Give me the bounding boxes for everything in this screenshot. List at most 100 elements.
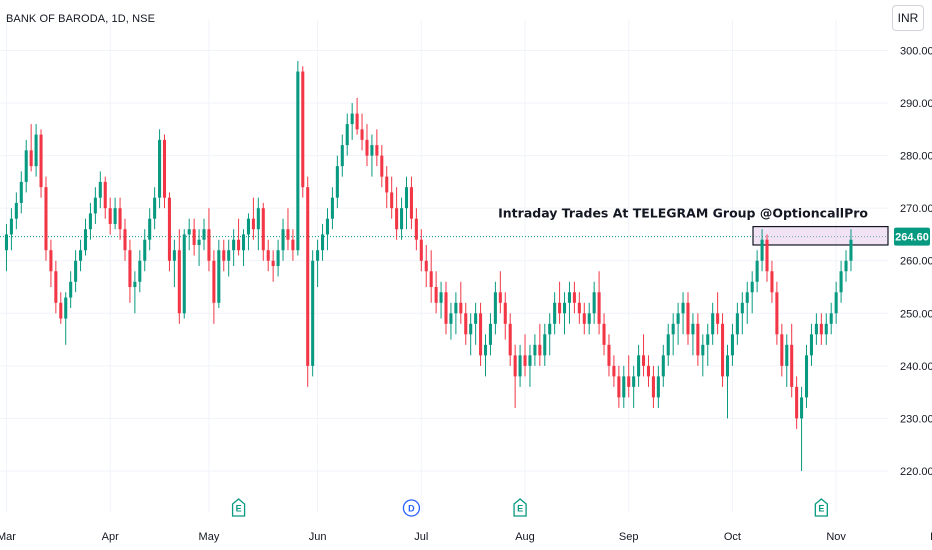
candle-body: [592, 292, 596, 314]
candle-body: [770, 271, 774, 293]
candle-body: [735, 313, 739, 335]
candle-body: [750, 281, 754, 293]
candle: [661, 344, 665, 387]
candle: [360, 113, 364, 151]
candle-body: [256, 208, 260, 230]
candle: [637, 344, 641, 387]
candle: [666, 323, 670, 366]
candle: [750, 271, 754, 314]
candle: [809, 323, 813, 366]
candle: [582, 302, 586, 335]
candle: [528, 344, 532, 387]
x-tick-label: May: [199, 531, 220, 543]
earnings-event-icon[interactable]: E: [231, 498, 246, 517]
candle: [424, 244, 428, 288]
candle-body: [118, 208, 122, 230]
event-symbol: E: [236, 504, 242, 514]
candle-body: [39, 134, 43, 188]
dividend-event-icon[interactable]: D: [402, 499, 421, 517]
candle: [790, 323, 794, 398]
candle: [419, 229, 423, 272]
y-tick-label: 270.00: [900, 203, 932, 215]
candle: [775, 281, 779, 345]
candle-body: [143, 239, 147, 261]
x-tick-label: Jun: [309, 531, 327, 543]
candle: [24, 139, 28, 193]
candle-body: [518, 355, 522, 377]
currency-button[interactable]: INR: [892, 5, 924, 31]
candle-body: [29, 150, 33, 167]
candle: [819, 313, 823, 345]
event-symbol: D: [408, 504, 415, 514]
candle: [88, 202, 92, 240]
candle: [19, 171, 23, 214]
candle: [553, 292, 557, 335]
candle-body: [212, 260, 216, 303]
candle: [365, 124, 369, 167]
earnings-icon: [513, 498, 527, 517]
annotation-zone: [752, 225, 889, 246]
x-tick-label: Oct: [724, 531, 741, 543]
candle: [721, 313, 725, 387]
candle: [804, 344, 809, 408]
candle-body: [671, 323, 675, 335]
earnings-icon: [814, 498, 828, 517]
candle-body: [4, 234, 9, 251]
candle: [533, 334, 537, 366]
candle: [167, 192, 171, 272]
candle: [261, 202, 265, 261]
candle: [434, 271, 438, 314]
candle-body: [370, 145, 374, 156]
candle: [311, 250, 315, 377]
y-tick-label: 250.00: [900, 308, 932, 320]
candle-body: [286, 229, 290, 240]
candle: [449, 302, 453, 340]
candle-body: [404, 187, 409, 209]
candle: [567, 281, 571, 324]
candle: [765, 234, 769, 282]
x-tick-label: Sep: [619, 531, 639, 543]
candle-body: [711, 313, 715, 335]
candle-body: [498, 292, 502, 303]
candle-body: [681, 302, 685, 314]
candle: [834, 281, 838, 324]
candle-body: [316, 250, 320, 261]
candle: [123, 218, 127, 261]
candle: [587, 302, 591, 335]
candle: [291, 229, 295, 261]
candle-body: [360, 129, 364, 140]
earnings-event-icon[interactable]: E: [513, 498, 527, 517]
candle-body: [444, 292, 448, 324]
candle-body: [424, 260, 428, 272]
candle-body: [523, 355, 527, 366]
candle: [632, 365, 636, 408]
candle-body: [49, 250, 53, 272]
candle: [844, 250, 848, 282]
candle: [735, 302, 739, 345]
candle: [385, 166, 389, 209]
candle-body: [755, 260, 759, 282]
candle-body: [103, 181, 107, 209]
candle: [316, 239, 320, 288]
candle: [93, 187, 97, 224]
candle-body: [88, 213, 92, 230]
candle: [14, 192, 18, 230]
candle-body: [656, 376, 660, 398]
candle-body: [548, 323, 552, 335]
candle-body: [464, 313, 468, 335]
candle: [770, 260, 774, 303]
candle: [706, 323, 710, 366]
candle: [128, 239, 132, 303]
candle: [202, 218, 206, 251]
candle: [325, 208, 330, 251]
candle-body: [390, 192, 394, 209]
candle-body: [414, 218, 418, 240]
earnings-event-icon[interactable]: E: [814, 498, 828, 517]
candle: [380, 145, 384, 188]
candle-body: [691, 323, 695, 335]
candle: [370, 134, 374, 177]
candle: [508, 313, 512, 366]
candle: [656, 365, 660, 408]
